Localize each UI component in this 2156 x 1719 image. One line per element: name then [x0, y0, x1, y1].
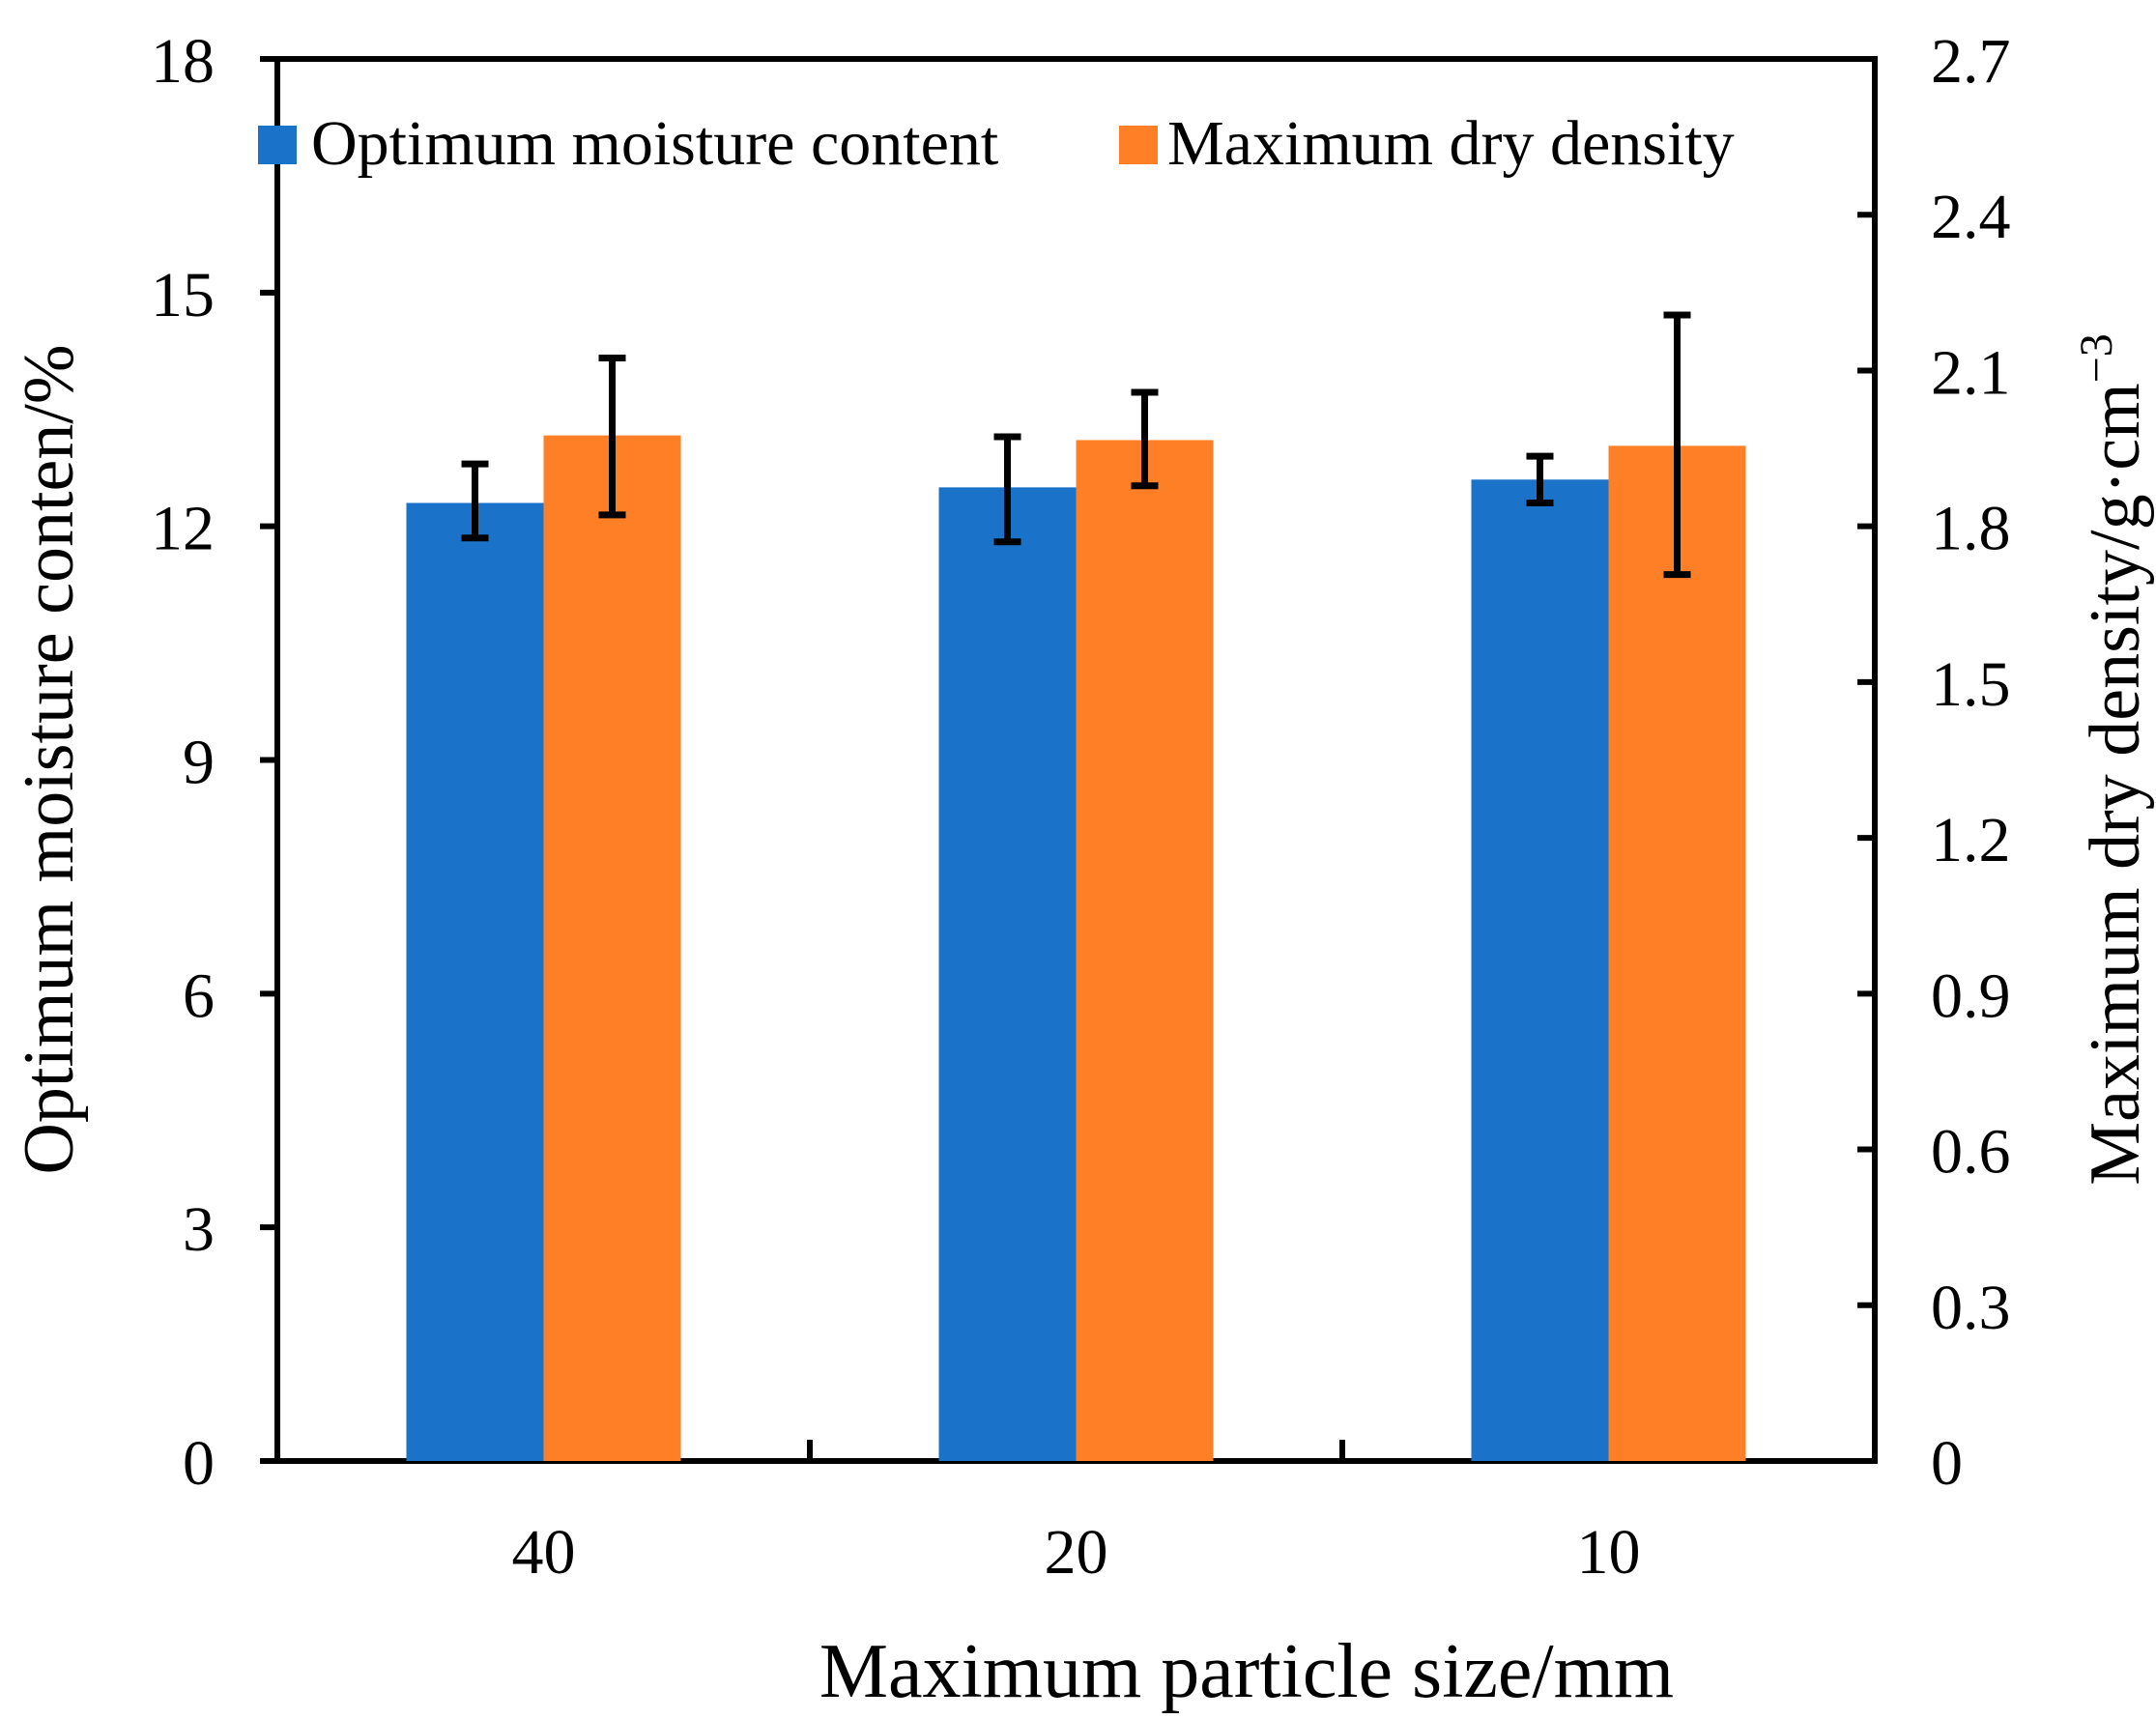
bar-max-dry-density-10 — [1608, 445, 1746, 1461]
left-y-tick-label-18: 18 — [151, 26, 215, 97]
right-y-tick-label-2.4: 2.4 — [1931, 182, 2011, 252]
bar-optimum-moisture-20 — [938, 487, 1077, 1462]
x-axis-title: Maximum particle size/mm — [819, 1629, 1674, 1714]
left-y-tick-label-9: 9 — [183, 728, 215, 798]
right-y-tick-label-1.5: 1.5 — [1931, 649, 2011, 720]
legend-label-maximum-dry-density: Maximum dry density — [1167, 108, 1735, 179]
bar-optimum-moisture-10 — [1471, 479, 1609, 1461]
legend-swatch-optimum-moisture — [258, 126, 297, 164]
right-y-tick-label-1.8: 1.8 — [1931, 494, 2011, 564]
bar-max-dry-density-20 — [1076, 440, 1214, 1461]
legend: Optimum moisture content Maximum dry den… — [258, 108, 1735, 179]
error-bars-layer — [461, 311, 1691, 579]
ticks-layer — [260, 56, 1875, 1464]
tick-labels-layer: 40 20 10 0 3 6 9 12 15 18 0 0.3 0.6 0.9 1.2 1.5 1.8 2.1 2.… — [151, 26, 2011, 1588]
left-y-tick-label-0: 0 — [183, 1428, 215, 1499]
x-tick-label-40: 40 — [512, 1517, 576, 1588]
legend-swatch-maximum-dry-density — [1119, 126, 1158, 164]
right-y-tick-label-0.9: 0.9 — [1931, 960, 2011, 1031]
right-y-axis-title-main: Maximum dry density/g·cm — [2076, 383, 2155, 1185]
x-tick-label-10: 10 — [1577, 1517, 1641, 1588]
right-y-tick-label-2.1: 2.1 — [1931, 337, 2011, 408]
right-y-tick-label-2.7: 2.7 — [1931, 26, 2011, 97]
right-y-tick-label-0: 0 — [1931, 1428, 1963, 1499]
left-y-tick-label-3: 3 — [183, 1194, 215, 1265]
right-y-axis-title-superscript: −3 — [2071, 333, 2122, 383]
legend-label-optimum-moisture: Optimum moisture content — [311, 108, 998, 179]
bars-layer — [406, 435, 1746, 1462]
bar-max-dry-density-40 — [543, 435, 681, 1461]
right-y-tick-label-1.2: 1.2 — [1931, 805, 2011, 875]
left-y-tick-label-12: 12 — [151, 494, 215, 564]
right-y-axis-title: Maximum dry density/g·cm−3 — [2071, 333, 2155, 1185]
bar-optimum-moisture-40 — [406, 502, 544, 1461]
right-y-tick-label-0.3: 0.3 — [1931, 1273, 2011, 1343]
left-y-tick-label-15: 15 — [151, 260, 215, 330]
right-y-tick-label-0.6: 0.6 — [1931, 1117, 2011, 1188]
x-tick-label-20: 20 — [1045, 1517, 1108, 1588]
left-y-axis-title: Optimum moisture conten/% — [10, 344, 89, 1174]
left-y-tick-label-6: 6 — [183, 960, 215, 1031]
